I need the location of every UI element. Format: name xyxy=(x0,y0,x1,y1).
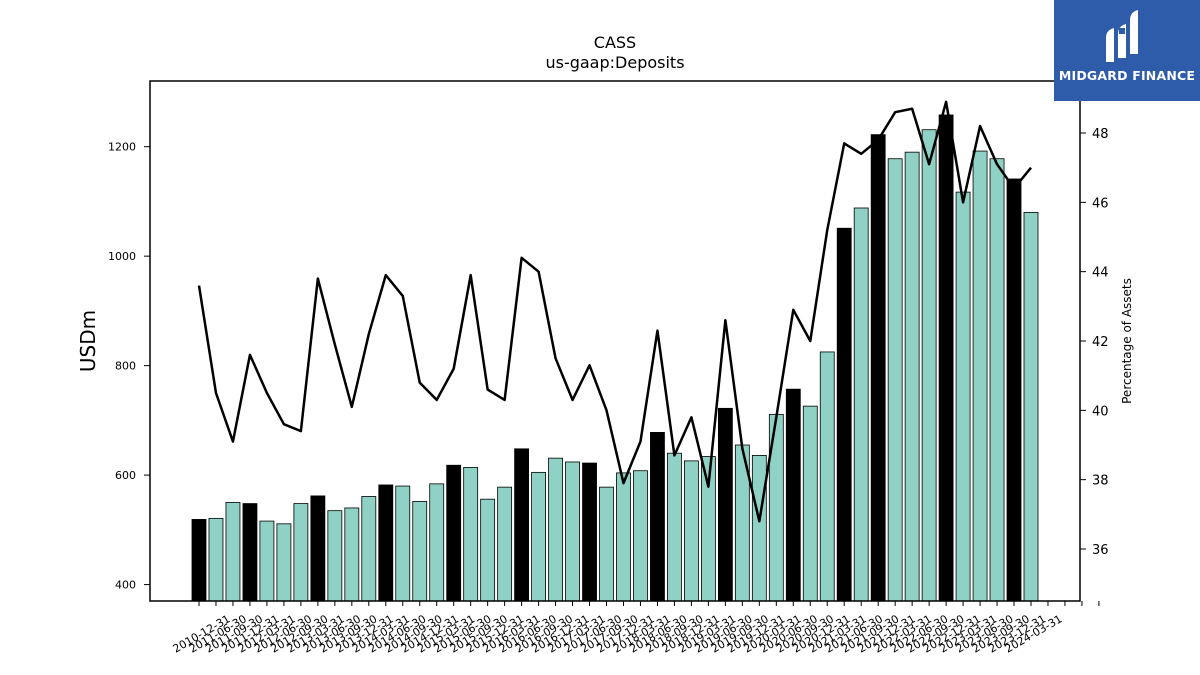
bar-2021-06-30 xyxy=(904,151,920,602)
y2-tick-label-38: 38 xyxy=(1092,474,1109,489)
bar-2021-09-30 xyxy=(921,129,937,602)
bar-2013-03-31 xyxy=(344,507,360,602)
bar-2023-03-31 xyxy=(1023,211,1039,602)
y-tick-label-600: 600 xyxy=(115,469,136,482)
bar-2014-12-31 xyxy=(463,467,479,602)
bar-2017-06-30 xyxy=(633,470,648,602)
bar-2016-12-31 xyxy=(599,486,614,602)
bar-2011-09-30 xyxy=(242,503,258,602)
bar-2011-06-30 xyxy=(225,502,241,602)
bar-2014-06-30 xyxy=(429,483,445,602)
bar-2017-09-30 xyxy=(650,432,665,602)
brand-name: MIDGARD FINANCE xyxy=(1058,68,1196,83)
y-axis-label: USDm xyxy=(76,310,100,372)
y2-tick-label-46: 46 xyxy=(1092,196,1109,211)
bar-2013-12-31 xyxy=(395,485,411,602)
x-axis: 2010-12-312011-06-302011-09-302011-12-31… xyxy=(171,601,1100,656)
chart-title: CASS xyxy=(594,33,636,52)
y2-tick-label-48: 48 xyxy=(1092,127,1109,142)
midgard-logo-icon xyxy=(1106,10,1138,62)
percentage-line xyxy=(197,100,1032,523)
bar-2012-09-30 xyxy=(310,495,326,602)
bar-2019-09-30 xyxy=(785,388,801,602)
bar-2021-03-31 xyxy=(887,158,903,602)
y-tick-label-400: 400 xyxy=(115,579,136,592)
bar-2015-03-31 xyxy=(480,498,496,602)
bar-2010-12-31 xyxy=(191,519,207,602)
bar-2020-12-31 xyxy=(870,134,886,602)
y2-axis-label: Percentage of Assets xyxy=(1120,278,1134,404)
bar-2015-12-31 xyxy=(531,471,546,602)
bar-2013-09-30 xyxy=(378,484,394,602)
bar-2013-06-30 xyxy=(361,496,377,602)
bar-2014-09-30 xyxy=(446,464,462,602)
bar-2020-06-30 xyxy=(836,227,852,602)
y2-tick-label-40: 40 xyxy=(1092,404,1109,419)
y-tick-label-1000: 1000 xyxy=(108,250,136,263)
bar-2012-03-31 xyxy=(276,523,292,602)
y-axis-left: 400 600 800 1000 1200 xyxy=(108,141,150,592)
bar-2016-09-30 xyxy=(582,462,597,602)
y-tick-label-800: 800 xyxy=(115,360,136,373)
bar-2015-06-30 xyxy=(497,486,513,602)
line-group xyxy=(197,100,1032,523)
bar-2012-06-30 xyxy=(293,503,309,602)
bar-2012-12-31 xyxy=(327,510,343,602)
y-tick-label-1200: 1200 xyxy=(108,141,136,154)
bar-2017-12-31 xyxy=(667,452,682,602)
bar-2021-12-31 xyxy=(938,114,954,602)
bar-2018-09-30 xyxy=(717,407,733,602)
bar-2016-06-30 xyxy=(565,461,580,602)
bar-group xyxy=(191,114,1039,602)
bar-2011-03-31 xyxy=(208,517,224,602)
bar-2015-09-30 xyxy=(514,448,530,602)
y-axis-right: 36 38 40 42 44 46 48 xyxy=(1080,127,1109,558)
chart-subtitle: us-gaap:Deposits xyxy=(545,53,684,72)
bar-2014-03-31 xyxy=(412,500,428,602)
bar-2022-03-31 xyxy=(955,191,971,602)
brand-logo: MIDGARD FINANCE xyxy=(1054,0,1200,101)
bar-2011-12-31 xyxy=(259,520,275,602)
bar-2017-03-31 xyxy=(616,472,631,602)
bar-2020-03-31 xyxy=(819,351,835,602)
bar-2018-03-31 xyxy=(684,460,699,602)
bar-2019-03-31 xyxy=(751,454,767,602)
bar-2019-12-31 xyxy=(802,405,818,602)
bar-2020-09-30 xyxy=(853,207,869,602)
bar-2022-12-31 xyxy=(1006,178,1022,602)
bar-2016-03-31 xyxy=(548,457,563,602)
y2-tick-label-44: 44 xyxy=(1092,266,1109,281)
y2-tick-label-36: 36 xyxy=(1092,543,1109,558)
bar-2022-06-30 xyxy=(972,150,988,602)
bar-2022-09-30 xyxy=(989,158,1005,602)
y2-tick-label-42: 42 xyxy=(1092,335,1109,350)
